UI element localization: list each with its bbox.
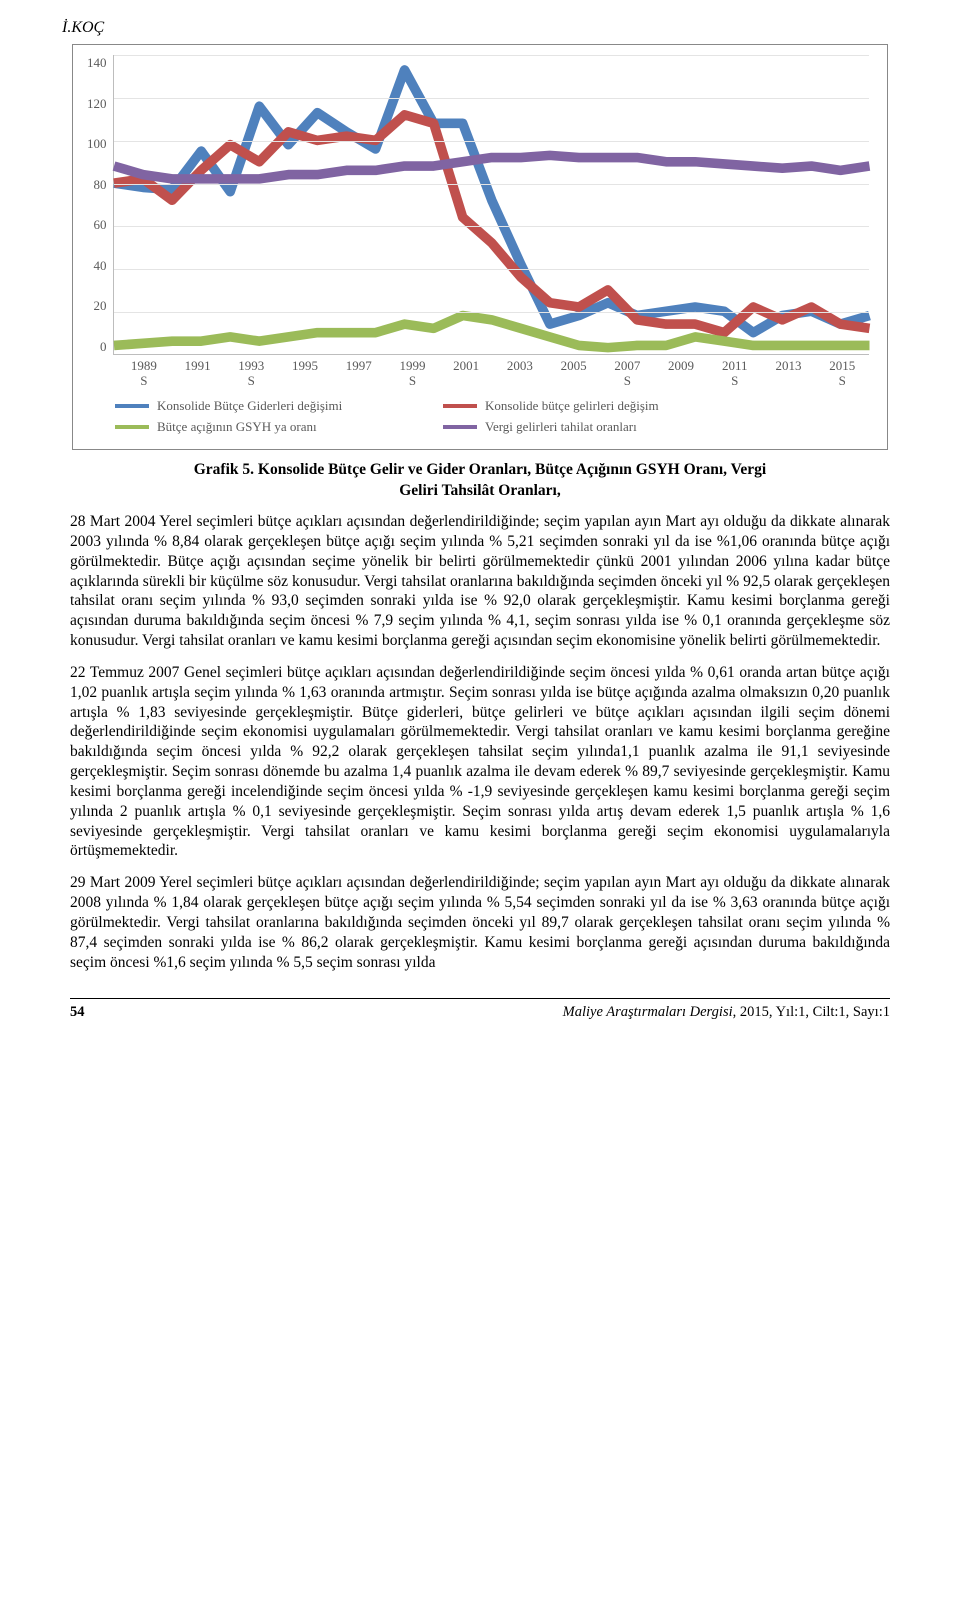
grid-line <box>114 98 870 99</box>
footer-citation: Maliye Araştırmaları Dergisi, 2015, Yıl:… <box>563 1003 890 1022</box>
footer-rule <box>70 998 890 999</box>
legend-item-konsolide_gelir: Konsolide bütçe gelirleri değişim <box>443 398 723 415</box>
page-number: 54 <box>70 1003 85 1022</box>
page-footer: 54 Maliye Araştırmaları Dergisi, 2015, Y… <box>70 1003 890 1022</box>
x-tick: 1997 <box>332 359 386 388</box>
figure-label: Grafik 5. <box>194 461 254 478</box>
x-tick: 2001 <box>439 359 493 388</box>
series-vergi_tahsilat <box>114 156 870 180</box>
y-tick: 80 <box>94 177 107 194</box>
x-tick: 1995 <box>278 359 332 388</box>
page-header-author: İ.KOÇ <box>62 18 890 38</box>
chart-legend: Konsolide Bütçe Giderleri değişimi Konsol… <box>115 398 865 435</box>
series-konsolide_gider <box>114 70 870 333</box>
x-tick: 1993S <box>224 359 278 388</box>
legend-swatch <box>115 425 149 429</box>
x-tick: 2007S <box>600 359 654 388</box>
chart-plot <box>113 55 870 355</box>
chart-area: 140 120 100 80 60 40 20 0 <box>87 55 869 355</box>
grid-line <box>114 141 870 142</box>
figure-title-line1: Konsolide Bütçe Gelir ve Gider Oranları,… <box>258 461 766 478</box>
y-tick: 40 <box>94 258 107 275</box>
grid-line <box>114 269 870 270</box>
legend-swatch <box>443 425 477 429</box>
legend-row: Konsolide Bütçe Giderleri değişimi Konsol… <box>115 398 865 415</box>
y-tick: 60 <box>94 217 107 234</box>
y-tick: 20 <box>94 298 107 315</box>
legend-swatch <box>443 404 477 408</box>
paragraph-1: 28 Mart 2004 Yerel seçimleri bütçe açıkl… <box>70 512 890 651</box>
grid-line <box>114 312 870 313</box>
y-tick: 140 <box>87 55 107 72</box>
x-axis: 1989S1991 1993S1995 1997 1999S2001 2003 … <box>117 359 869 388</box>
legend-item-gsyh_acigi: Bütçe açığının GSYH ya oranı <box>115 419 395 436</box>
series-konsolide_gelir <box>114 115 870 333</box>
journal-info: , 2015, Yıl:1, Cilt:1, Sayı:1 <box>733 1004 890 1020</box>
grid-line <box>114 55 870 56</box>
figure-caption: Grafik 5. Konsolide Bütçe Gelir ve Gider… <box>70 460 890 502</box>
y-tick: 0 <box>100 339 107 356</box>
x-tick: 2005 <box>547 359 601 388</box>
x-tick: 1989S <box>117 359 171 388</box>
legend-label: Bütçe açığının GSYH ya oranı <box>157 419 317 436</box>
x-tick: 1999S <box>386 359 440 388</box>
chart-container: 140 120 100 80 60 40 20 0 1989S1991 1993S1995 1… <box>72 44 888 450</box>
legend-label: Konsolide Bütçe Giderleri değişimi <box>157 398 342 415</box>
chart-svg <box>114 55 870 354</box>
legend-swatch <box>115 404 149 408</box>
x-tick: 2013 <box>762 359 816 388</box>
x-tick: 1991 <box>171 359 225 388</box>
figure-title-line2: Geliri Tahsilât Oranları, <box>399 482 560 499</box>
legend-item-vergi_tahsilat: Vergi gelirleri tahilat oranları <box>443 419 723 436</box>
legend-row: Bütçe açığının GSYH ya oranı Vergi gelirl… <box>115 419 865 436</box>
y-tick: 120 <box>87 96 107 113</box>
x-tick: 2003 <box>493 359 547 388</box>
paragraph-3: 29 Mart 2009 Yerel seçimleri bütçe açıkl… <box>70 873 890 972</box>
paragraph-2: 22 Temmuz 2007 Genel seçimleri bütçe açı… <box>70 663 890 861</box>
y-axis: 140 120 100 80 60 40 20 0 <box>87 55 113 355</box>
legend-item-konsolide_gider: Konsolide Bütçe Giderleri değişimi <box>115 398 395 415</box>
x-tick: 2009 <box>654 359 708 388</box>
y-tick: 100 <box>87 136 107 153</box>
legend-label: Vergi gelirleri tahilat oranları <box>485 419 637 436</box>
x-tick: 2011S <box>708 359 762 388</box>
journal-name: Maliye Araştırmaları Dergisi <box>563 1004 733 1020</box>
x-tick: 2015S <box>815 359 869 388</box>
grid-line <box>114 226 870 227</box>
grid-line <box>114 184 870 185</box>
legend-label: Konsolide bütçe gelirleri değişim <box>485 398 659 415</box>
